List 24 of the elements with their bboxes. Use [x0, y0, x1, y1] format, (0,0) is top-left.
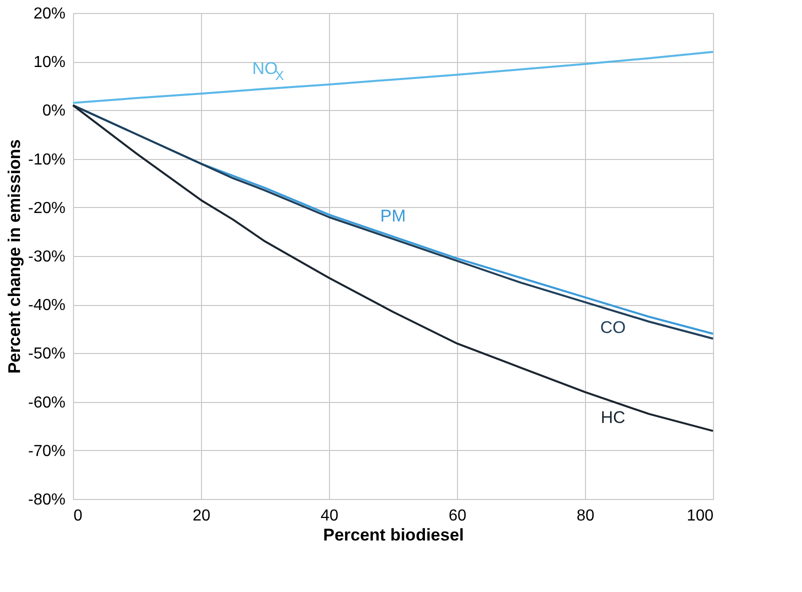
- y-tick-label: -60%: [28, 394, 66, 412]
- x-tick-label: 20: [192, 508, 210, 524]
- series-label: HC: [600, 408, 626, 428]
- y-tick-label: -30%: [28, 248, 66, 266]
- x-tick-label: 60: [448, 508, 466, 524]
- x-tick-label: 40: [320, 508, 338, 524]
- y-tick-label: 20%: [33, 6, 66, 22]
- x-tick-label: 0: [74, 508, 82, 524]
- y-tick-label: -10%: [28, 151, 66, 168]
- y-tick-label: 0%: [42, 102, 66, 120]
- x-tick-label: 80: [576, 508, 594, 524]
- x-axis-title: Percent biodiesel: [323, 526, 464, 544]
- y-tick-label: -20%: [28, 200, 66, 217]
- y-tick-label: -40%: [28, 297, 66, 314]
- series-label: CO: [600, 318, 626, 338]
- y-axis-title: Percent change in emissions: [5, 139, 24, 374]
- y-tick-label: -50%: [28, 346, 66, 363]
- line-series: [72, 50, 714, 104]
- line-series: [72, 104, 714, 432]
- series-label: PM: [380, 206, 406, 226]
- y-tick-label: -80%: [28, 492, 66, 508]
- y-tick-label: 10%: [33, 54, 66, 72]
- x-tick-label: 100: [686, 508, 714, 524]
- y-tick-label: -70%: [28, 442, 66, 460]
